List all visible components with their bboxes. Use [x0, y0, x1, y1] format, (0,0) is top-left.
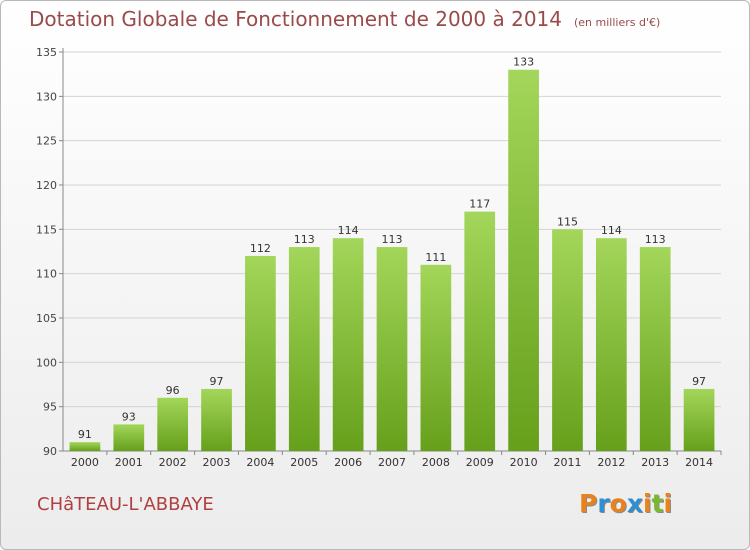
data-label: 93	[122, 410, 136, 423]
x-tick-label: 2001	[115, 456, 143, 469]
data-label: 114	[601, 224, 622, 237]
bar	[157, 397, 189, 451]
title-row: Dotation Globale de Fonctionnement de 20…	[29, 7, 660, 31]
x-tick-label: 2002	[159, 456, 187, 469]
bar	[464, 211, 496, 451]
data-label: 114	[338, 224, 359, 237]
x-tick-label: 2010	[510, 456, 538, 469]
logo-letter: x	[626, 489, 643, 518]
x-tick-label: 2004	[246, 456, 274, 469]
x-tick-label: 2003	[203, 456, 231, 469]
x-tick-label: 2006	[334, 456, 362, 469]
y-tick-label: 90	[43, 445, 57, 458]
bar	[245, 255, 276, 451]
logo-letter: t	[651, 489, 664, 518]
logo-letter: r	[597, 489, 610, 518]
bar	[376, 247, 408, 451]
chart-subtitle: (en milliers d'€)	[574, 16, 661, 29]
bar	[113, 424, 145, 451]
data-label: 115	[557, 215, 578, 228]
bar	[639, 247, 671, 451]
x-tick-label: 2007	[378, 456, 406, 469]
commune-name: CHâTEAU-L'ABBAYE	[37, 494, 214, 515]
y-tick-label: 105	[36, 312, 57, 325]
x-tick-label: 2009	[466, 456, 494, 469]
data-label: 111	[425, 251, 446, 264]
logo-letter: P	[579, 489, 598, 518]
bar	[69, 442, 101, 451]
data-label: 97	[210, 375, 224, 388]
bar	[683, 388, 715, 451]
data-label: 97	[692, 375, 706, 388]
x-tick-label: 2012	[597, 456, 625, 469]
bar	[332, 238, 364, 451]
chart-title: Dotation Globale de Fonctionnement de 20…	[29, 7, 562, 31]
data-label: 113	[645, 233, 666, 246]
x-tick-label: 2000	[71, 456, 99, 469]
bar	[288, 247, 320, 451]
x-tick-label: 2005	[290, 456, 318, 469]
x-tick-label: 2013	[641, 456, 669, 469]
bar	[201, 388, 232, 451]
x-tick-label: 2011	[553, 456, 581, 469]
x-tick-label: 2014	[685, 456, 713, 469]
x-tick-label: 2008	[422, 456, 450, 469]
data-label: 113	[294, 233, 315, 246]
bar	[508, 69, 539, 451]
logo-letter: i	[643, 489, 652, 518]
data-label: 133	[513, 56, 534, 69]
y-tick-label: 100	[36, 356, 57, 369]
data-label: 91	[78, 428, 92, 441]
y-tick-label: 130	[36, 90, 57, 103]
y-tick-label: 125	[36, 135, 57, 148]
data-label: 112	[250, 242, 271, 255]
data-label: 117	[469, 198, 490, 211]
data-label: 96	[166, 384, 180, 397]
y-tick-label: 115	[36, 223, 57, 236]
y-tick-label: 110	[36, 268, 57, 281]
y-tick-label: 135	[36, 46, 57, 59]
y-tick-label: 95	[43, 401, 57, 414]
data-label: 113	[382, 233, 403, 246]
proxiti-logo: Proxiti	[579, 489, 672, 518]
y-tick-label: 120	[36, 179, 57, 192]
bar	[552, 229, 583, 451]
bar	[420, 264, 452, 451]
logo-letter: i	[663, 489, 673, 518]
logo-letter: o	[609, 489, 627, 518]
bar	[595, 238, 627, 451]
